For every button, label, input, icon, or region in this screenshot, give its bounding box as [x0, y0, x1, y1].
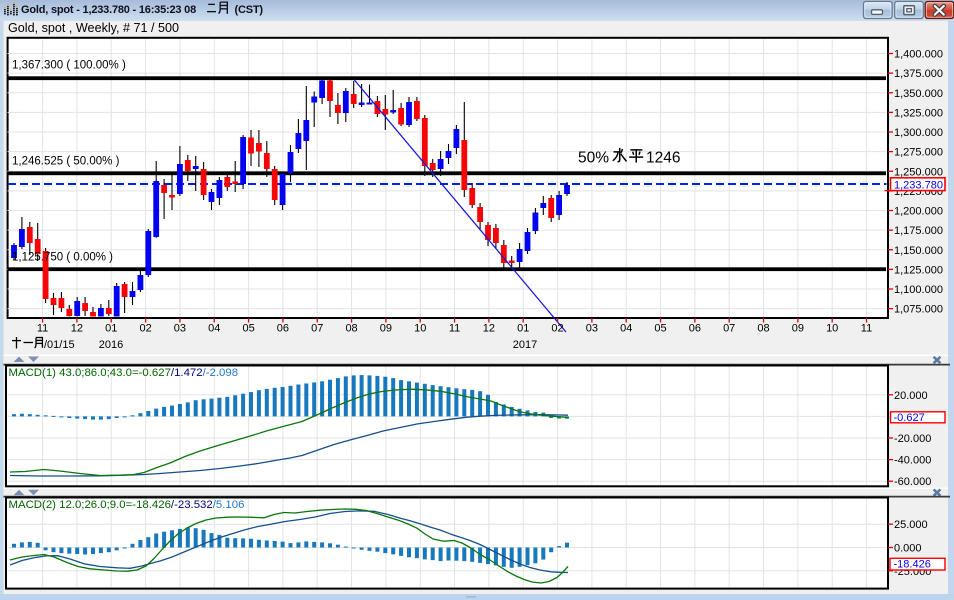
svg-text:1,233.780: 1,233.780	[894, 179, 943, 191]
svg-text:1,250.000: 1,250.000	[894, 166, 943, 178]
svg-text:07: 07	[311, 323, 323, 335]
svg-text:-40.000: -40.000	[894, 455, 931, 467]
svg-text:06: 06	[689, 323, 701, 335]
svg-text:1,350.000: 1,350.000	[894, 88, 943, 100]
svg-text:-20.000: -20.000	[894, 433, 931, 445]
svg-text:50%: 50%	[578, 150, 609, 167]
svg-text:(CST): (CST)	[235, 4, 264, 16]
svg-text:Gold, spot - 1,233.780 - 16:35: Gold, spot - 1,233.780 - 16:35:23 08	[21, 4, 196, 16]
svg-text:08: 08	[345, 323, 357, 335]
svg-text:01: 01	[105, 323, 117, 335]
svg-text:MACD(2) 12.0;26.0;9.0=-18.426/: MACD(2) 12.0;26.0;9.0=-18.426/-23.532/5.…	[9, 499, 245, 511]
svg-text:11: 11	[37, 323, 48, 335]
svg-text:11: 11	[861, 323, 872, 335]
svg-text:03: 03	[174, 323, 186, 335]
svg-text:02: 02	[139, 323, 151, 335]
svg-text:-0.627: -0.627	[894, 412, 925, 424]
svg-text:Gold, spot , Weekly, # 71 / 50: Gold, spot , Weekly, # 71 / 500	[8, 21, 179, 35]
svg-text:2017: 2017	[513, 339, 537, 351]
svg-text:09: 09	[380, 323, 392, 335]
svg-text:10: 10	[826, 323, 838, 335]
svg-text:20.000: 20.000	[894, 390, 928, 402]
svg-text:08: 08	[757, 323, 769, 335]
svg-text:MACD(1) 43.0;86.0;43.0=-0.627/: MACD(1) 43.0;86.0;43.0=-0.627/1.472/-2.0…	[9, 367, 239, 379]
svg-text:2016: 2016	[99, 339, 123, 351]
svg-text:01: 01	[517, 323, 529, 335]
svg-text:1246: 1246	[646, 150, 680, 167]
svg-text:25.000: 25.000	[894, 519, 928, 531]
svg-text:1,200.000: 1,200.000	[894, 206, 943, 218]
svg-text:05: 05	[242, 323, 254, 335]
svg-text:10: 10	[414, 323, 426, 335]
svg-text:12: 12	[483, 323, 495, 335]
svg-text:1,175.000: 1,175.000	[894, 225, 943, 237]
svg-text:1,367.300 ( 100.00% ): 1,367.300 ( 100.00% )	[12, 60, 126, 72]
svg-text:1,325.000: 1,325.000	[894, 107, 943, 119]
svg-text:/01/15: /01/15	[44, 339, 75, 351]
svg-text:-18.426: -18.426	[894, 559, 931, 571]
svg-text:1,275.000: 1,275.000	[894, 147, 943, 159]
svg-text:09: 09	[792, 323, 804, 335]
svg-text:12: 12	[71, 323, 83, 335]
svg-text:1,150.000: 1,150.000	[894, 245, 943, 257]
svg-text:1,400.000: 1,400.000	[894, 49, 943, 61]
svg-text:1,125.750 ( 0.00% ): 1,125.750 ( 0.00% )	[12, 252, 113, 264]
svg-text:1,075.000: 1,075.000	[894, 304, 943, 316]
svg-text:1,125.000: 1,125.000	[894, 264, 943, 276]
svg-text:06: 06	[277, 323, 289, 335]
svg-text:1,375.000: 1,375.000	[894, 68, 943, 80]
svg-text:1,246.525 ( 50.00% ): 1,246.525 ( 50.00% )	[12, 156, 120, 168]
svg-text:05: 05	[654, 323, 666, 335]
svg-text:0.000: 0.000	[894, 543, 922, 555]
svg-text:11: 11	[449, 323, 460, 335]
svg-text:07: 07	[723, 323, 735, 335]
svg-text:1,100.000: 1,100.000	[894, 284, 943, 296]
svg-text:02: 02	[551, 323, 563, 335]
svg-text:1,300.000: 1,300.000	[894, 127, 943, 139]
svg-text:04: 04	[208, 323, 220, 335]
svg-text:-60.000: -60.000	[894, 476, 931, 488]
svg-text:04: 04	[620, 323, 632, 335]
svg-text:03: 03	[586, 323, 598, 335]
